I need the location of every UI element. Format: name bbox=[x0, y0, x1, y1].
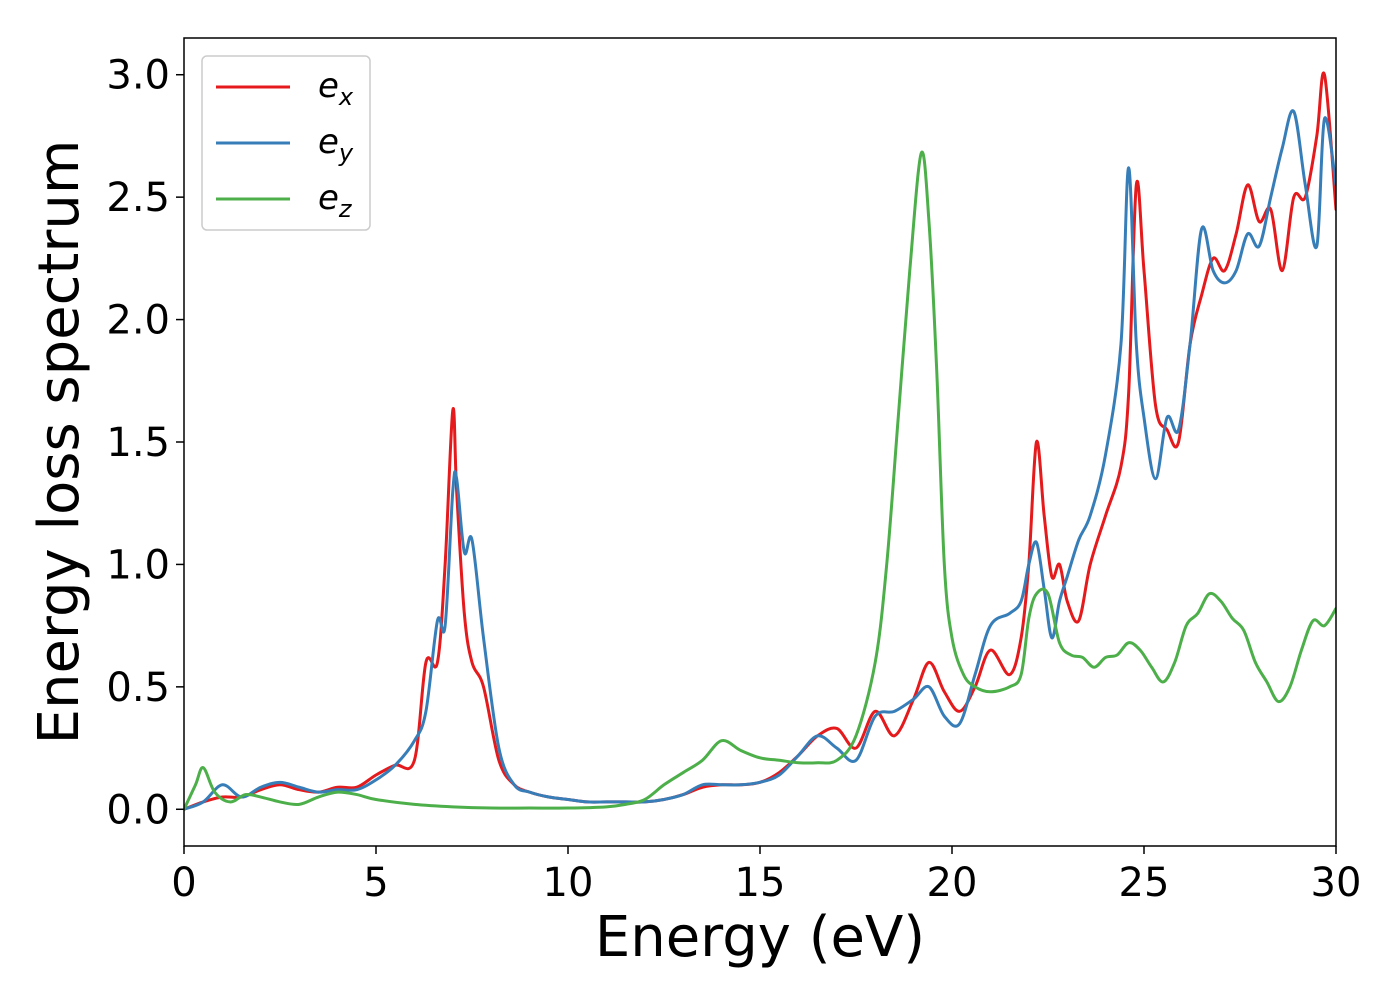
legend-label-x: ex bbox=[318, 66, 354, 111]
x-axis-title: Energy (eV) bbox=[595, 905, 925, 970]
x-tick-label: 25 bbox=[1119, 860, 1170, 906]
legend-label-y: ey bbox=[318, 122, 354, 167]
series-line-y bbox=[184, 109, 1336, 811]
y-tick-label: 1.0 bbox=[106, 542, 170, 588]
y-axis-title: Energy loss spectrum bbox=[27, 140, 92, 745]
x-tick-label: 0 bbox=[171, 860, 196, 906]
legend-label-base: e bbox=[318, 66, 339, 106]
legend-label-base: e bbox=[318, 178, 339, 218]
y-tick-label: 2.5 bbox=[106, 175, 170, 221]
legend-label-sub: z bbox=[338, 195, 353, 223]
legend-label-base: e bbox=[318, 122, 339, 162]
y-tick-label: 0.0 bbox=[106, 787, 170, 833]
series-line-z bbox=[184, 150, 1336, 811]
x-tick-label: 20 bbox=[927, 860, 978, 906]
y-tick-label: 2.0 bbox=[106, 298, 170, 344]
y-tick-label: 0.5 bbox=[106, 665, 170, 711]
x-tick-label: 15 bbox=[735, 860, 786, 906]
ticks-layer: 0 5 10 15 20 25 30 0.0 0.5 1.0 1.5 2.0 2.5 3.0 bbox=[106, 53, 1361, 906]
x-tick-label: 10 bbox=[543, 860, 594, 906]
y-tick-label: 3.0 bbox=[106, 53, 170, 99]
legend-label-sub: y bbox=[338, 139, 354, 167]
x-tick-label: 30 bbox=[1311, 860, 1362, 906]
legend-label-sub: x bbox=[338, 83, 354, 111]
legend-label-z: ez bbox=[318, 178, 353, 223]
series-layer bbox=[184, 71, 1336, 811]
y-tick-label: 1.5 bbox=[106, 420, 170, 466]
x-tick-label: 5 bbox=[363, 860, 388, 906]
